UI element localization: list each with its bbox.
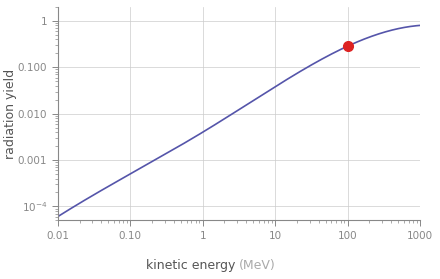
Text: (MeV): (MeV) — [239, 259, 275, 272]
Text: kinetic energy: kinetic energy — [146, 259, 239, 272]
Text: radiation yield: radiation yield — [4, 69, 17, 159]
